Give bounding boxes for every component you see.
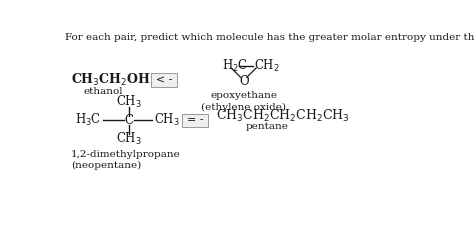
- Text: C: C: [125, 114, 134, 127]
- Text: CH$_2$: CH$_2$: [254, 58, 280, 74]
- Text: CH$_3$: CH$_3$: [116, 131, 142, 147]
- Text: O: O: [239, 75, 248, 88]
- Text: ethanol: ethanol: [83, 87, 123, 96]
- Text: For each pair, predict which molecule has the greater molar entropy under the sa: For each pair, predict which molecule ha…: [64, 33, 474, 42]
- Text: CH$_3$: CH$_3$: [116, 94, 142, 110]
- Text: CH$_3$: CH$_3$: [154, 112, 180, 128]
- Text: epoxyethane
(ethylene oxide): epoxyethane (ethylene oxide): [201, 91, 286, 112]
- Text: H$_3$C: H$_3$C: [75, 112, 101, 128]
- Bar: [151, 73, 177, 87]
- Text: 1,2-dimethylpropane
(neopentane): 1,2-dimethylpropane (neopentane): [71, 150, 181, 170]
- Text: = -: = -: [187, 115, 203, 125]
- Text: CH$_3$CH$_2$OH: CH$_3$CH$_2$OH: [71, 72, 151, 89]
- Text: < -: < -: [155, 75, 172, 85]
- Text: H$_2$C: H$_2$C: [222, 58, 248, 74]
- Bar: [182, 114, 208, 126]
- Text: CH$_3$CH$_2$CH$_2$CH$_2$CH$_3$: CH$_3$CH$_2$CH$_2$CH$_2$CH$_3$: [216, 108, 349, 124]
- Text: pentane: pentane: [245, 122, 288, 131]
